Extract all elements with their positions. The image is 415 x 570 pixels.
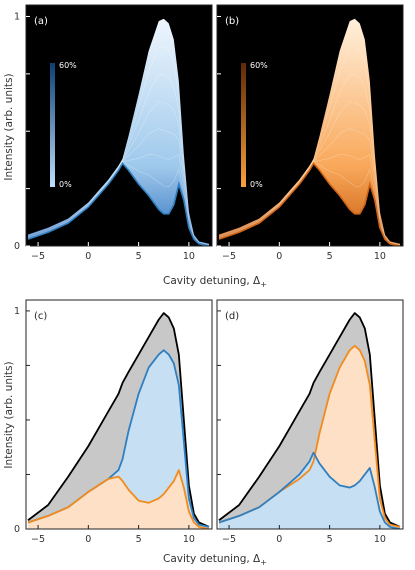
x-tick-label: 10 (183, 534, 195, 545)
bottom-x-axis-title-sub: + (260, 558, 267, 567)
bottom-x-axis-title: Cavity detuning, Δ+ (163, 553, 267, 567)
plot-frame (25, 4, 213, 247)
trace-line (27, 153, 210, 246)
x-tick-label: 5 (136, 251, 142, 262)
trace-line (218, 153, 401, 246)
x-tick-label: 5 (327, 251, 333, 262)
panel-d: (d) −5 0 5 10 (216, 299, 404, 545)
panel-label: (c) (34, 311, 47, 322)
x-tick-label: −5 (31, 534, 45, 545)
trace-line (27, 128, 210, 246)
y-tick-label: 0 (14, 241, 20, 252)
bottom-x-axis-title-main: Cavity detuning, Δ (163, 553, 261, 565)
trace-line (27, 46, 210, 245)
y-tick-label: 0 (14, 524, 20, 535)
x-tick-label: 10 (183, 251, 195, 262)
plot-area (27, 312, 210, 529)
trace-line (218, 101, 401, 245)
x-tick-label: 5 (327, 534, 333, 545)
x-tick-label: 0 (276, 251, 282, 262)
top-x-axis-title-main: Cavity detuning, Δ (163, 275, 261, 287)
x-tick-label: 0 (85, 251, 91, 262)
x-tick-label: 10 (374, 251, 386, 262)
trace-line (218, 74, 401, 245)
plot-area (27, 18, 210, 246)
trace-line (218, 46, 401, 245)
series-fill-blue (219, 452, 400, 529)
x-tick-label: −5 (222, 251, 236, 262)
x-tick-label: 5 (136, 534, 142, 545)
panel-c: (c) −5 0 5 10 0 1 (14, 299, 213, 545)
series-line-blue (218, 451, 401, 529)
top-x-axis-title-sub: + (260, 280, 267, 289)
series-fill-orange (219, 345, 400, 529)
panel-label: (a) (34, 16, 48, 27)
intensity-band (28, 18, 209, 246)
colorbar-top-label: 60% (59, 61, 77, 70)
x-tick-label: 0 (276, 534, 282, 545)
plot-frame (216, 4, 404, 247)
lower-edge-line (27, 162, 210, 246)
x-tick-label: −5 (222, 534, 236, 545)
series-line-black (27, 312, 210, 528)
panel-a: 60% 0% (a) −5 0 5 10 0 1 (14, 4, 213, 262)
panel-label: (b) (225, 16, 239, 27)
plot-frame (25, 299, 213, 530)
panel-label: (d) (225, 311, 239, 322)
colorbar-bottom-label: 0% (250, 180, 263, 189)
lower-edge-line (218, 162, 401, 246)
top-x-axis-title: Cavity detuning, Δ+ (163, 275, 267, 289)
trace-line (27, 74, 210, 245)
x-tick-label: −5 (31, 251, 45, 262)
colorbar (50, 63, 55, 187)
series-fill-orange (28, 470, 209, 529)
trace-line (218, 128, 401, 246)
x-tick-label: 0 (85, 534, 91, 545)
series-line-orange (27, 469, 210, 529)
intensity-band (219, 18, 400, 246)
plot-area (218, 312, 401, 529)
colorbar-top-label: 60% (250, 61, 268, 70)
plot-frame (216, 299, 404, 530)
panel-b: 60% 0% (b) −5 0 5 10 (216, 4, 404, 262)
y-tick-label: 1 (14, 306, 20, 317)
y-tick-label: 1 (14, 11, 20, 22)
plot-area (218, 18, 401, 246)
top-y-axis-title: Intensity (arb. units) (3, 73, 15, 180)
bottom-y-axis-title: Intensity (arb. units) (3, 361, 15, 468)
series-line-black (218, 312, 401, 528)
trace-line (27, 101, 210, 245)
x-tick-label: 10 (374, 534, 386, 545)
colorbar-bottom-label: 0% (59, 180, 72, 189)
series-fill-blue (28, 350, 209, 529)
colorbar (241, 63, 246, 187)
